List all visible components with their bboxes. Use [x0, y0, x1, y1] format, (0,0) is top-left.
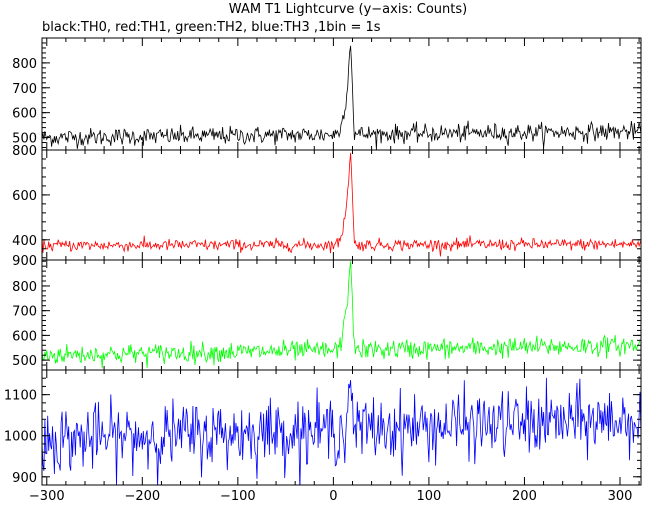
y-tick-label: 400: [12, 234, 37, 249]
x-tick-label: 0: [329, 489, 337, 504]
panel-th3: 900 1000 1100: [4, 369, 642, 486]
y-tick-label: 600: [12, 107, 37, 122]
y-tick-label: 600: [12, 189, 37, 204]
y-tick-label: 1000: [4, 430, 37, 445]
y-tick-label: 800: [12, 280, 37, 295]
y-tick-label: 800: [12, 144, 37, 159]
y-tick-label: 500: [12, 354, 37, 369]
panel-th2: 500 600 700 800 900: [12, 254, 642, 371]
panel-frame: [41, 369, 642, 486]
series-th0-line: [42, 45, 641, 150]
y-tick-label: 700: [12, 305, 37, 320]
chart-title: WAM T1 Lightcurve (y−axis: Counts): [229, 2, 467, 17]
x-tick-label: 200: [512, 489, 537, 504]
x-tick-label: −200: [124, 489, 160, 504]
y-tick-label: 600: [12, 329, 37, 344]
x-tick-label: 300: [608, 489, 633, 504]
panel-th1: 400 600 800: [12, 144, 642, 261]
x-tick-label: −100: [220, 489, 256, 504]
x-tick-label: 100: [416, 489, 441, 504]
x-axis: −300 −200 −100 0 100 200 300: [29, 489, 632, 504]
y-tick-label: 900: [12, 254, 37, 269]
panel-th0: 500 600 700 800: [12, 37, 642, 151]
panel-frame: [41, 259, 642, 371]
chart-subtitle: black:TH0, red:TH1, green:TH2, blue:TH3 …: [42, 20, 381, 35]
series-th1-line: [42, 152, 641, 257]
y-tick-label: 900: [12, 471, 37, 486]
y-tick-label: 1100: [4, 389, 37, 404]
x-tick-label: −300: [29, 489, 65, 504]
panel-frame: [41, 37, 642, 151]
y-tick-label: 800: [12, 57, 37, 72]
y-tick-label: 500: [12, 132, 37, 147]
series-th3-line: [42, 377, 641, 485]
series-th2-line: [42, 261, 641, 369]
y-tick-label: 700: [12, 82, 37, 97]
panels-group: 5006007008004006008005006007008009009001…: [4, 37, 642, 486]
